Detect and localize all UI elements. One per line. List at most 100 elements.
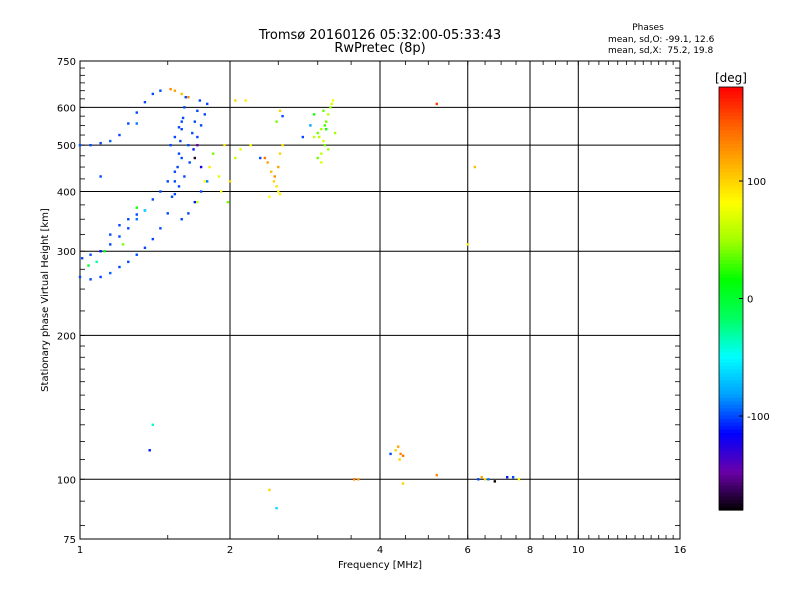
data-point [266, 161, 269, 164]
data-point [118, 235, 121, 238]
colorbar-segment [719, 421, 743, 426]
colorbar-segment [719, 294, 743, 300]
data-point [99, 275, 102, 279]
colorbar-segment [719, 453, 743, 458]
colorbar-segment [719, 199, 743, 204]
colorbar-segment [719, 446, 743, 451]
colorbar-segment [719, 397, 743, 402]
colorbar-segment [719, 319, 743, 324]
data-point [398, 458, 401, 461]
data-point [173, 170, 177, 173]
colorbar-segment [719, 242, 743, 247]
colorbar-segment [719, 337, 743, 342]
data-point [277, 190, 280, 193]
y-tick-label: 300 [57, 247, 76, 258]
data-point [480, 476, 483, 479]
data-point [173, 135, 177, 139]
data-point [477, 478, 480, 481]
colorbar-segment [719, 287, 743, 293]
data-point [143, 246, 147, 249]
data-point [320, 152, 323, 155]
x-tick-label: 16 [674, 545, 687, 556]
data-point [199, 190, 203, 193]
colorbar-segment [719, 171, 743, 176]
data-point [327, 113, 330, 116]
colorbar-segment [719, 192, 743, 197]
data-point [148, 449, 151, 452]
colorbar-segment [719, 418, 743, 423]
data-point [135, 111, 138, 114]
data-point [166, 180, 169, 183]
data-point [322, 109, 325, 113]
colorbar-segment [719, 499, 743, 504]
data-point [180, 127, 183, 131]
colorbar-segment [719, 256, 743, 261]
colorbar-segment [719, 376, 743, 381]
data-point [205, 102, 209, 106]
data-point [151, 92, 155, 96]
data-point [180, 156, 183, 160]
data-point [325, 127, 328, 131]
x-tick-label: 10 [572, 545, 585, 556]
data-point [275, 506, 278, 510]
data-point [327, 148, 330, 151]
colorbar: 100 0 -100 [718, 86, 770, 511]
data-point [170, 195, 174, 198]
data-point [169, 87, 172, 91]
data-point [333, 131, 337, 135]
data-point [244, 99, 247, 102]
data-point [323, 143, 327, 147]
colorbar-segment [719, 298, 743, 303]
colorbar-segment [719, 270, 743, 275]
data-point [203, 113, 206, 116]
data-point [396, 445, 400, 448]
data-point [275, 120, 278, 123]
data-point [196, 143, 199, 147]
data-point [192, 148, 195, 151]
colorbar-segment [719, 407, 743, 412]
data-point [143, 209, 147, 212]
data-point [309, 124, 312, 127]
x-tick-label: 4 [377, 545, 383, 556]
y-tick-label: 400 [57, 187, 76, 198]
x-tick-label: 6 [465, 545, 471, 556]
data-point [166, 212, 169, 215]
data-point [196, 200, 199, 204]
data-point [239, 148, 242, 151]
colorbar-segment [719, 443, 743, 448]
colorbar-segment [719, 383, 743, 388]
data-point [517, 478, 521, 481]
phases-heading: Phases [632, 23, 664, 33]
data-point [281, 143, 284, 147]
colorbar-segment [719, 150, 743, 155]
data-point [322, 139, 325, 143]
colorbar-segment [719, 157, 743, 162]
data-point [320, 127, 323, 131]
data-point [109, 271, 112, 275]
data-point [275, 185, 278, 188]
phases-x-line: mean, sd,X: 75.2, 19.8 [608, 46, 714, 56]
data-point [135, 213, 138, 216]
data-point [199, 124, 203, 127]
data-point [199, 165, 203, 169]
data-point [177, 185, 181, 188]
data-point [270, 170, 273, 173]
colorbar-segment [719, 277, 743, 282]
data-point [109, 243, 112, 246]
y-tick-label: 75 [63, 535, 76, 546]
colorbar-segment [719, 495, 743, 501]
colorbar-segment [719, 432, 743, 437]
colorbar-segment [719, 425, 743, 430]
data-point [187, 143, 190, 147]
data-point [208, 165, 211, 169]
colorbar-segment [719, 139, 743, 144]
data-point [169, 143, 172, 147]
colorbar-segment [719, 460, 743, 465]
colorbar-segment [719, 189, 743, 194]
colorbar-segment [719, 467, 743, 472]
plot-area: 1 2 4 6 8 10 16 75 100 200 300 400 500 600 750 [57, 57, 686, 556]
colorbar-segment [719, 175, 743, 180]
colorbar-segment [719, 125, 743, 130]
colorbar-segment [719, 506, 743, 511]
